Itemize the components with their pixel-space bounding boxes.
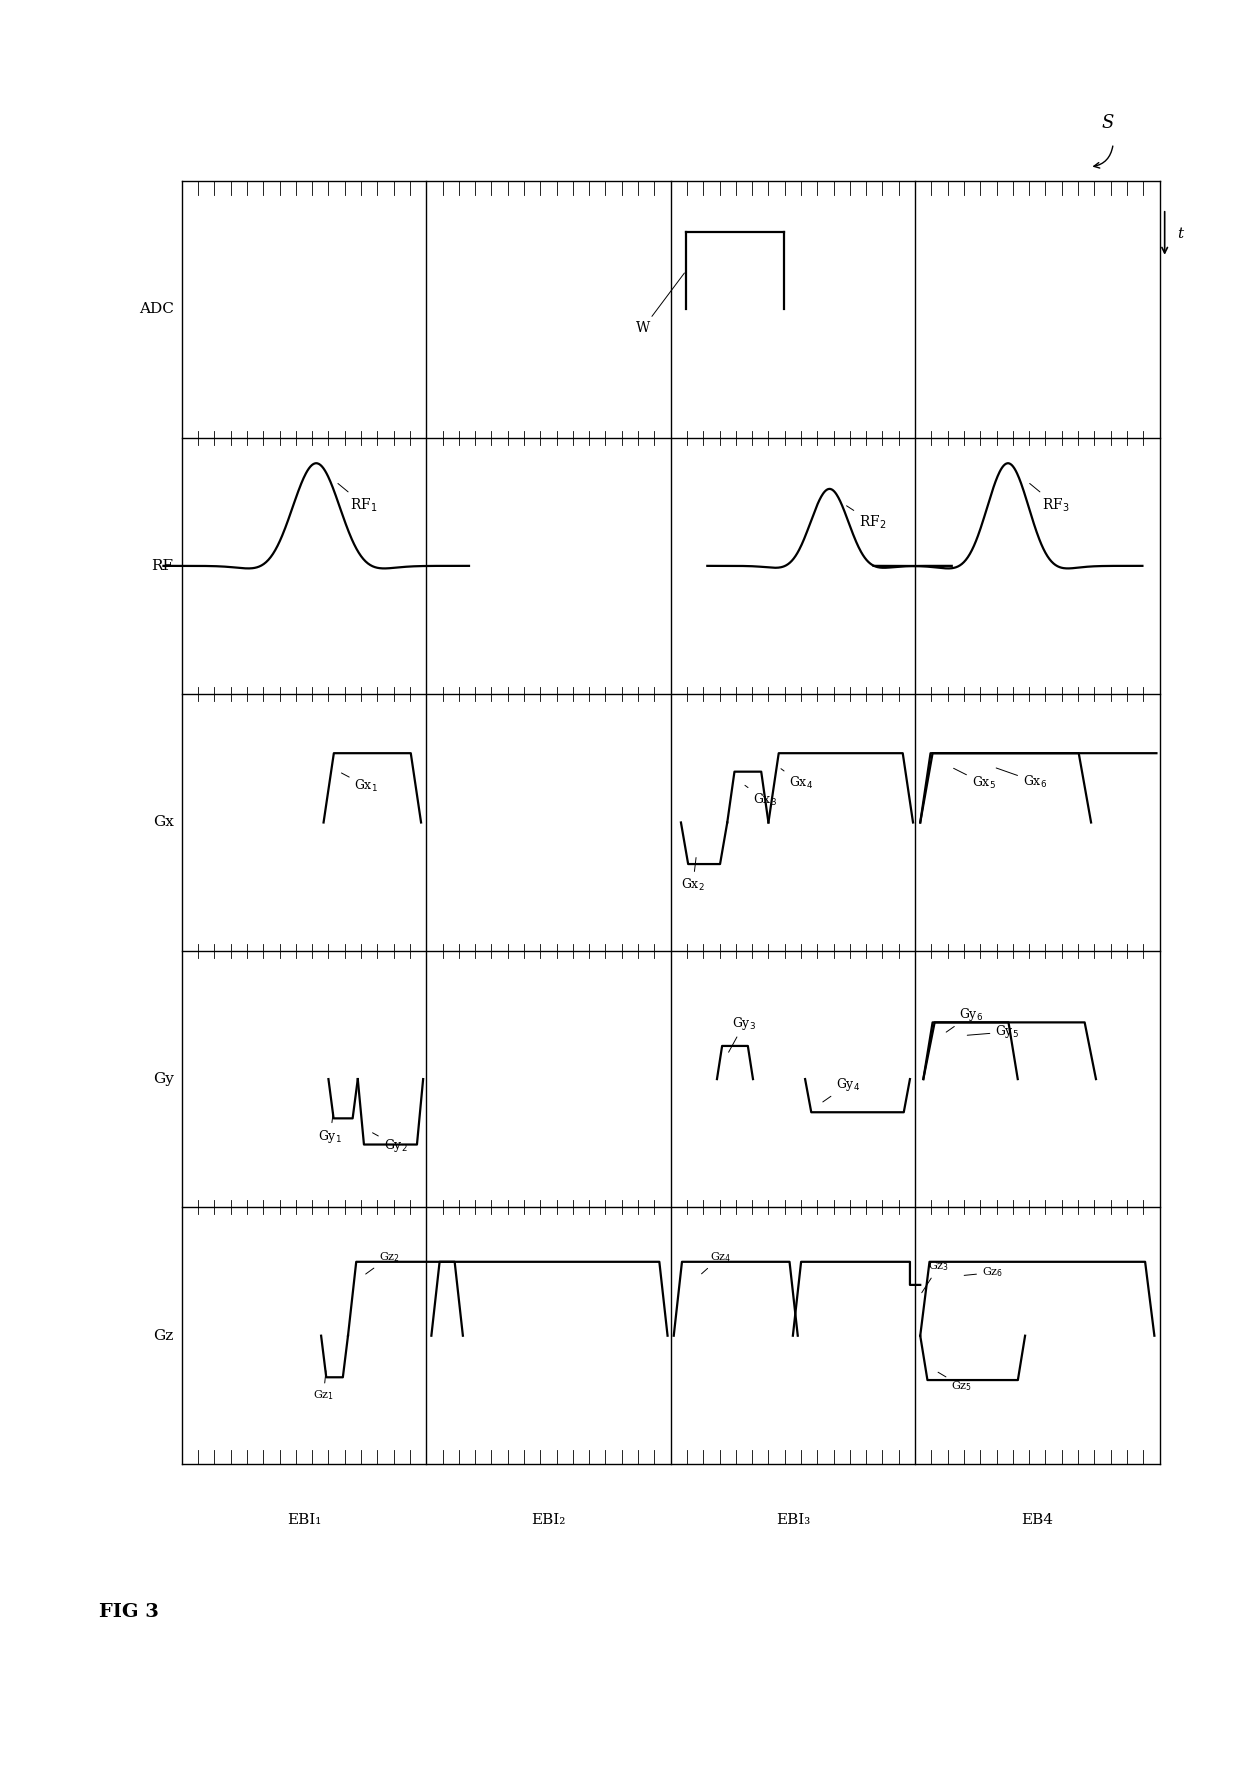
Text: Gz$_2$: Gz$_2$ <box>366 1250 399 1275</box>
Text: Gx$_2$: Gx$_2$ <box>681 858 704 892</box>
Text: EBI₂: EBI₂ <box>531 1513 565 1527</box>
Text: Gy$_4$: Gy$_4$ <box>823 1076 861 1101</box>
Text: Gy$_1$: Gy$_1$ <box>319 1112 342 1144</box>
Text: FIG 3: FIG 3 <box>99 1604 159 1622</box>
Text: Gy$_5$: Gy$_5$ <box>967 1023 1019 1041</box>
Text: Gy$_3$: Gy$_3$ <box>729 1016 756 1051</box>
Text: RF$_1$: RF$_1$ <box>339 483 378 513</box>
Text: Gx$_1$: Gx$_1$ <box>341 772 378 794</box>
Text: Gz$_1$: Gz$_1$ <box>312 1371 334 1402</box>
Text: Gz$_6$: Gz$_6$ <box>965 1266 1003 1280</box>
Text: Gy$_6$: Gy$_6$ <box>946 1007 983 1032</box>
Text: t: t <box>1177 227 1183 241</box>
Text: Gz$_4$: Gz$_4$ <box>702 1250 732 1273</box>
Text: RF: RF <box>151 560 174 572</box>
Text: EB4: EB4 <box>1022 1513 1053 1527</box>
Text: EBI₁: EBI₁ <box>286 1513 321 1527</box>
Text: Gz: Gz <box>154 1328 174 1343</box>
Text: Gx$_3$: Gx$_3$ <box>745 785 777 808</box>
Text: RF$_2$: RF$_2$ <box>847 506 887 531</box>
Text: Gy: Gy <box>153 1073 174 1085</box>
Text: S: S <box>1102 114 1115 132</box>
Text: Gx: Gx <box>153 815 174 830</box>
Text: Gz$_5$: Gz$_5$ <box>939 1371 972 1393</box>
Text: Gx$_4$: Gx$_4$ <box>781 769 813 792</box>
Text: Gx$_5$: Gx$_5$ <box>954 769 996 792</box>
Text: Gx$_6$: Gx$_6$ <box>996 769 1047 790</box>
Text: Gz$_3$: Gz$_3$ <box>921 1259 950 1293</box>
Text: W: W <box>636 274 684 336</box>
Text: ADC: ADC <box>139 302 174 316</box>
Text: Gy$_2$: Gy$_2$ <box>372 1134 407 1153</box>
Text: EBI₃: EBI₃ <box>776 1513 810 1527</box>
Text: RF$_3$: RF$_3$ <box>1029 483 1070 513</box>
